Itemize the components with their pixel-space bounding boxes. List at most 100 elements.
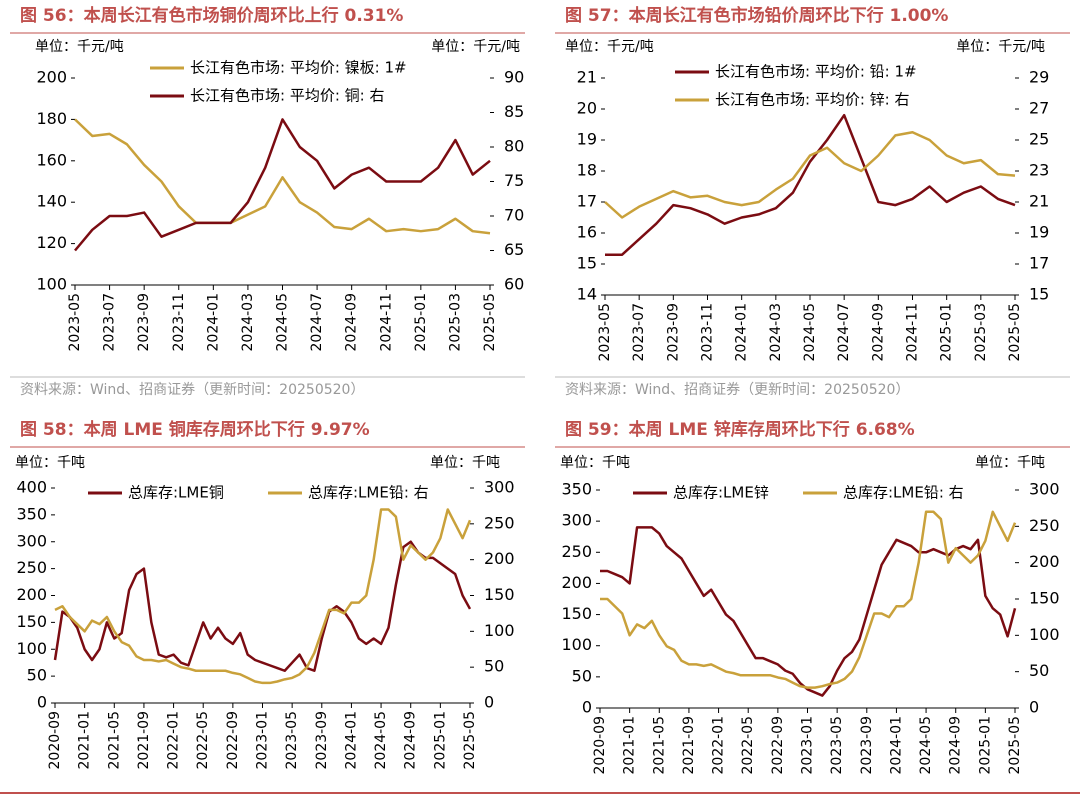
- x-tick-label: 2024-09: [870, 303, 886, 362]
- unit-left: 单位：千元/吨: [565, 39, 654, 55]
- legend-label: 总库存:LME铅: 右: [843, 484, 964, 502]
- series-line: [600, 510, 1017, 689]
- y-tick-label: 17: [577, 192, 597, 211]
- x-tick-label: 2025-03: [973, 303, 989, 362]
- y2-tick-label: 100: [1029, 625, 1060, 644]
- y-tick-label: 18: [577, 161, 597, 180]
- x-tick-label: 2023-01: [255, 711, 271, 770]
- unit-right: 单位：千元/吨: [431, 39, 520, 55]
- y2-tick-label: 65: [504, 240, 524, 259]
- x-tick-label: 2022-01: [166, 711, 182, 770]
- y-tick-label: 150: [561, 604, 592, 623]
- y-tick-label: 50: [27, 666, 47, 685]
- y2-tick-label: 25: [1029, 130, 1049, 149]
- y-tick-label: 160: [36, 150, 67, 169]
- x-tick-label: 2024-05: [918, 716, 934, 775]
- chart-title: 图 58：本周 LME 铜库存周环比下行 9.97%: [20, 419, 370, 440]
- y2-tick-label: 300: [1029, 480, 1060, 499]
- x-tick-label: 2021-05: [651, 716, 667, 775]
- y-tick-label: 140: [36, 192, 67, 211]
- y-tick-label: 100: [561, 635, 592, 654]
- x-tick-label: 2023-05: [829, 716, 845, 775]
- y-tick-label: 50: [572, 666, 592, 685]
- series-line: [74, 118, 491, 252]
- y2-tick-label: 85: [504, 102, 524, 121]
- x-tick-label: 2022-05: [195, 711, 211, 770]
- y2-tick-label: 150: [1029, 589, 1060, 608]
- x-tick-label: 2025-01: [939, 303, 955, 362]
- legend-label: 总库存:LME铜: [128, 484, 224, 502]
- y-tick-label: 16: [577, 223, 597, 242]
- y-tick-label: 0: [582, 698, 592, 717]
- x-tick-label: 2024-11: [905, 303, 921, 362]
- y-tick-label: 250: [561, 542, 592, 561]
- y2-tick-label: 0: [484, 693, 494, 712]
- x-tick-label: 2024-01: [343, 711, 359, 770]
- y2-tick-label: 200: [484, 549, 515, 568]
- x-tick-label: 2025-05: [1007, 716, 1023, 775]
- y2-tick-label: 19: [1029, 223, 1049, 242]
- x-tick-label: 2024-05: [275, 293, 291, 352]
- series-line: [604, 131, 1016, 219]
- y2-tick-label: 90: [504, 68, 524, 87]
- x-tick-label: 2023-09: [859, 716, 875, 775]
- y2-tick-label: 0: [1029, 698, 1039, 717]
- y-tick-label: 200: [16, 585, 47, 604]
- x-tick-label: 2024-09: [344, 293, 360, 352]
- chart-title: 图 56：本周长江有色市场铜价周环比上行 0.31%: [20, 5, 403, 26]
- x-tick-label: 2020-09: [47, 711, 63, 770]
- y2-tick-label: 70: [504, 206, 524, 225]
- y2-tick-label: 15: [1029, 285, 1049, 304]
- x-tick-label: 2024-01: [205, 293, 221, 352]
- y2-tick-label: 23: [1029, 161, 1049, 180]
- x-tick-label: 2025-05: [482, 293, 498, 352]
- y-tick-label: 350: [16, 504, 47, 523]
- y2-tick-label: 60: [504, 275, 524, 294]
- y-tick-label: 200: [561, 573, 592, 592]
- y2-tick-label: 29: [1029, 68, 1049, 87]
- x-tick-label: 2024-05: [373, 711, 389, 770]
- x-tick-label: 2021-09: [681, 716, 697, 775]
- x-tick-label: 2025-05: [1007, 303, 1023, 362]
- y-tick-label: 100: [36, 275, 67, 294]
- legend-label: 总库存:LME锌: [673, 484, 769, 502]
- y-tick-label: 20: [577, 99, 597, 118]
- x-tick-label: 2021-05: [106, 711, 122, 770]
- x-tick-label: 2023-09: [136, 293, 152, 352]
- chart-title: 图 57：本周长江有色市场铅价周环比下行 1.00%: [565, 5, 948, 26]
- x-tick-label: 2023-05: [67, 293, 83, 352]
- y2-tick-label: 100: [484, 621, 515, 640]
- legend-label: 长江有色市场: 平均价: 锌: 右: [715, 91, 909, 109]
- y-tick-label: 350: [561, 480, 592, 499]
- y-tick-label: 19: [577, 130, 597, 149]
- x-tick-label: 2024-07: [309, 293, 325, 352]
- y-tick-label: 15: [577, 254, 597, 273]
- y-tick-label: 0: [37, 693, 47, 712]
- bottom-rule: [0, 792, 1080, 794]
- x-tick-label: 2024-03: [240, 293, 256, 352]
- y2-tick-label: 21: [1029, 192, 1049, 211]
- series-line: [54, 508, 472, 685]
- legend-label: 总库存:LME铅: 右: [308, 484, 429, 502]
- x-tick-label: 2023-11: [700, 303, 716, 362]
- series-line: [74, 118, 491, 235]
- y-tick-label: 300: [561, 511, 592, 530]
- legend-label: 长江有色市场: 平均价: 铅: 1#: [715, 63, 917, 81]
- series-line: [605, 113, 1016, 256]
- y-tick-label: 300: [16, 531, 47, 550]
- x-tick-label: 2025-05: [462, 711, 478, 770]
- x-tick-label: 2025-01: [977, 716, 993, 775]
- x-tick-label: 2025-03: [447, 293, 463, 352]
- source: 资料来源：Wind、招商证券（更新时间：20250520）: [20, 382, 364, 398]
- x-tick-label: 2021-01: [77, 711, 93, 770]
- chart-title: 图 59：本周 LME 锌库存周环比下行 6.68%: [565, 419, 915, 440]
- y-tick-label: 150: [16, 612, 47, 631]
- x-tick-label: 2023-01: [800, 716, 816, 775]
- y2-tick-label: 27: [1029, 99, 1049, 118]
- x-tick-label: 2024-03: [768, 303, 784, 362]
- y-tick-label: 200: [36, 68, 67, 87]
- y2-tick-label: 150: [484, 585, 515, 604]
- legend-label: 长江有色市场: 平均价: 铜: 右: [190, 87, 384, 105]
- unit-left: 单位：千吨: [560, 455, 630, 471]
